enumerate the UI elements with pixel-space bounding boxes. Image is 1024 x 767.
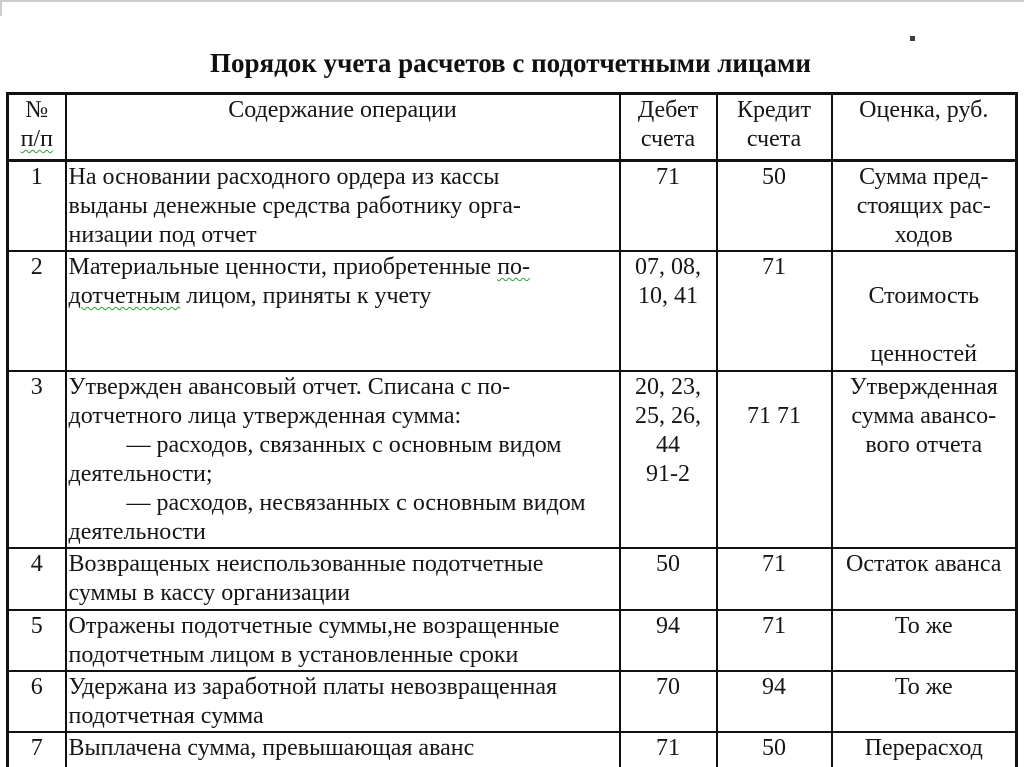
table-row: 3 Утвержден авансовый отчет. Списана с по…: [6, 370, 1018, 549]
cell-row-number: 4: [6, 547, 67, 611]
table-row: 5 Отражены подотчетные суммы,не возращенн…: [6, 609, 1018, 672]
cell-valuation: То же: [830, 670, 1018, 733]
cell-row-number: 6: [6, 670, 67, 733]
cell-valuation: Стоимость ценностей: [830, 250, 1018, 372]
page-edge-left: [0, 0, 2, 16]
header-num: № п/п: [6, 92, 67, 162]
cell-valuation: Остаток аванса: [830, 547, 1018, 611]
header-content: Содержание операции: [64, 92, 621, 162]
cell-row-number: 1: [6, 159, 67, 252]
cell-debit-account: 71: [618, 731, 718, 767]
header-debit: Дебет счета: [618, 92, 718, 162]
cell-credit-account: 71: [715, 250, 833, 372]
header-valuation: Оценка, руб.: [830, 92, 1018, 162]
cell-row-number: 5: [6, 609, 67, 672]
cell-debit-account: 70: [618, 670, 718, 733]
table-row: 4 Возвращеных неиспользованные подотчетны…: [6, 547, 1018, 611]
table-header-row: № п/п Содержание операции Дебет счета Кред…: [6, 92, 1018, 162]
cell-credit-account: 71 71: [715, 370, 833, 549]
table-row: 2 Материальные ценности, приобретенные по…: [6, 250, 1018, 372]
cell-debit-account: 07, 08, 10, 41: [618, 250, 718, 372]
cell-credit-account: 71: [715, 609, 833, 672]
cell-valuation: Перерасход: [830, 731, 1018, 767]
cell-valuation: То же: [830, 609, 1018, 672]
header-credit: Кредит счета: [715, 92, 833, 162]
cell-debit-account: 71: [618, 159, 718, 252]
cell-operation-content: Выплачена сумма, превышающая аванс: [64, 731, 621, 767]
cell-operation-content: Утвержден авансовый отчет. Списана с по-…: [64, 370, 621, 549]
cell-debit-account: 94: [618, 609, 718, 672]
cell-debit-account: 20, 23, 25, 26, 44 91-2: [618, 370, 718, 549]
cell-credit-account: 94: [715, 670, 833, 733]
cell-operation-content: Материальные ценности, приобретенные по-…: [64, 250, 621, 372]
cell-row-number: 7: [6, 731, 67, 767]
cell-credit-account: 71: [715, 547, 833, 611]
table-row: 7 Выплачена сумма, превышающая аванс 71 50 П…: [6, 731, 1018, 767]
cell-credit-account: 50: [715, 731, 833, 767]
cell-row-number: 2: [6, 250, 67, 372]
cell-operation-content: На основании расходного ордера из кассы в…: [64, 159, 621, 252]
cell-operation-content: Возвращеных неиспользованные подотчетные…: [64, 547, 621, 611]
table-row: 1 На основании расходного ордера из кассы…: [6, 159, 1018, 252]
page-edge-top: [0, 0, 1024, 2]
cell-row-number: 3: [6, 370, 67, 549]
table-row: 6 Удержана из заработной платы невозвраще…: [6, 670, 1018, 733]
cell-operation-content: Удержана из заработной платы невозвращен…: [64, 670, 621, 733]
table-body: 1 На основании расходного ордера из кассы…: [6, 159, 1018, 767]
cell-valuation: Сумма пред-стоящих рас-ходов: [830, 159, 1018, 252]
cell-credit-account: 50: [715, 159, 833, 252]
accounting-table: № п/п Содержание операции Дебет счета Кред…: [6, 92, 1018, 767]
cell-valuation: Утвержденная сумма авансо-вого отчета: [830, 370, 1018, 549]
stray-dot: [910, 36, 915, 41]
cell-operation-content: Отражены подотчетные суммы,не возращенны…: [64, 609, 621, 672]
page-title: Порядок учета расчетов с подотчетными ли…: [210, 48, 811, 78]
cell-debit-account: 50: [618, 547, 718, 611]
